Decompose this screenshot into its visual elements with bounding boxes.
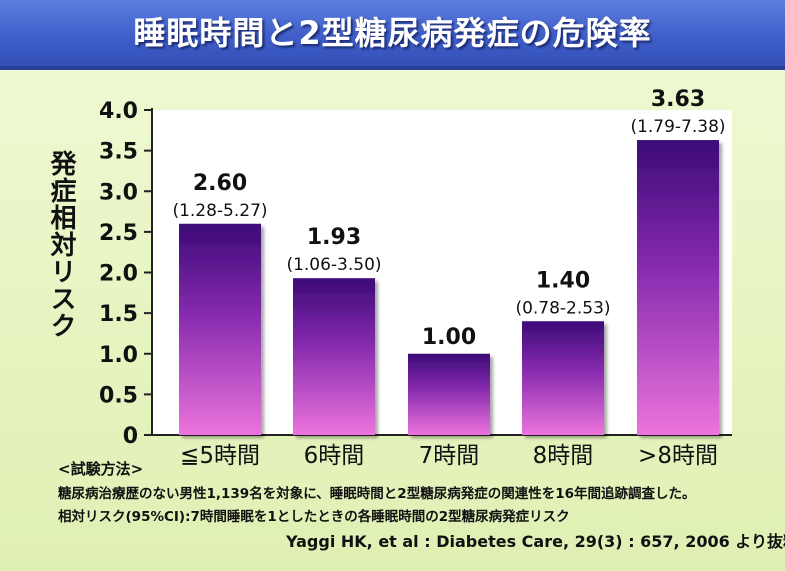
bar [522, 321, 604, 435]
method-heading: <試験方法> [58, 460, 144, 478]
y-tick-label: 0.5 [99, 383, 138, 408]
title-bar [0, 0, 785, 66]
bar-ci-label: (1.06-3.50) [286, 255, 381, 275]
x-tick-label: 6時間 [304, 443, 365, 469]
y-tick-label: 2.5 [99, 221, 138, 246]
bar-value-label: 1.00 [422, 325, 476, 350]
bar-value-label: 1.40 [536, 268, 590, 293]
y-tick-label: 3.5 [99, 140, 138, 165]
bar [293, 278, 375, 435]
bar-value-label: 2.60 [193, 171, 247, 196]
y-tick-label: 1.5 [99, 302, 138, 327]
bar [637, 140, 719, 435]
y-tick-label: 4.0 [99, 99, 138, 124]
bar [179, 223, 261, 435]
y-tick-label: 3.0 [99, 180, 138, 205]
y-tick-label: 2.0 [99, 262, 138, 287]
title-underline [0, 66, 785, 70]
x-tick-label: 8時間 [533, 443, 594, 469]
bar-ci-label: (1.79-7.38) [630, 117, 725, 137]
bar [408, 353, 490, 435]
y-tick-label: 0 [123, 424, 138, 449]
x-tick-label: 7時間 [419, 443, 480, 469]
x-tick-label: ≦5時間 [180, 443, 260, 469]
x-tick-label: >8時間 [638, 443, 718, 469]
citation: Yaggi HK, et al : Diabetes Care, 29(3) :… [286, 532, 785, 551]
bar-value-label: 3.63 [651, 87, 705, 112]
ci-description: 相対リスク(95%CI):7時間睡眠を1としたときの各睡眠時間の2型糖尿病発症リ… [58, 509, 570, 525]
bar-ci-label: (1.28-5.27) [172, 201, 267, 221]
y-tick-label: 1.0 [99, 343, 138, 368]
bar-ci-label: (0.78-2.53) [515, 298, 610, 318]
bar-value-label: 1.93 [307, 225, 361, 250]
method-description: 糖尿病治療歴のない男性1,139名を対象に、睡眠時間と2型糖尿病発症の関連性を1… [58, 486, 696, 502]
y-axis-label: 発症相対リスク [46, 150, 76, 339]
chart-title: 睡眠時間と2型糖尿病発症の危険率 [133, 14, 652, 52]
